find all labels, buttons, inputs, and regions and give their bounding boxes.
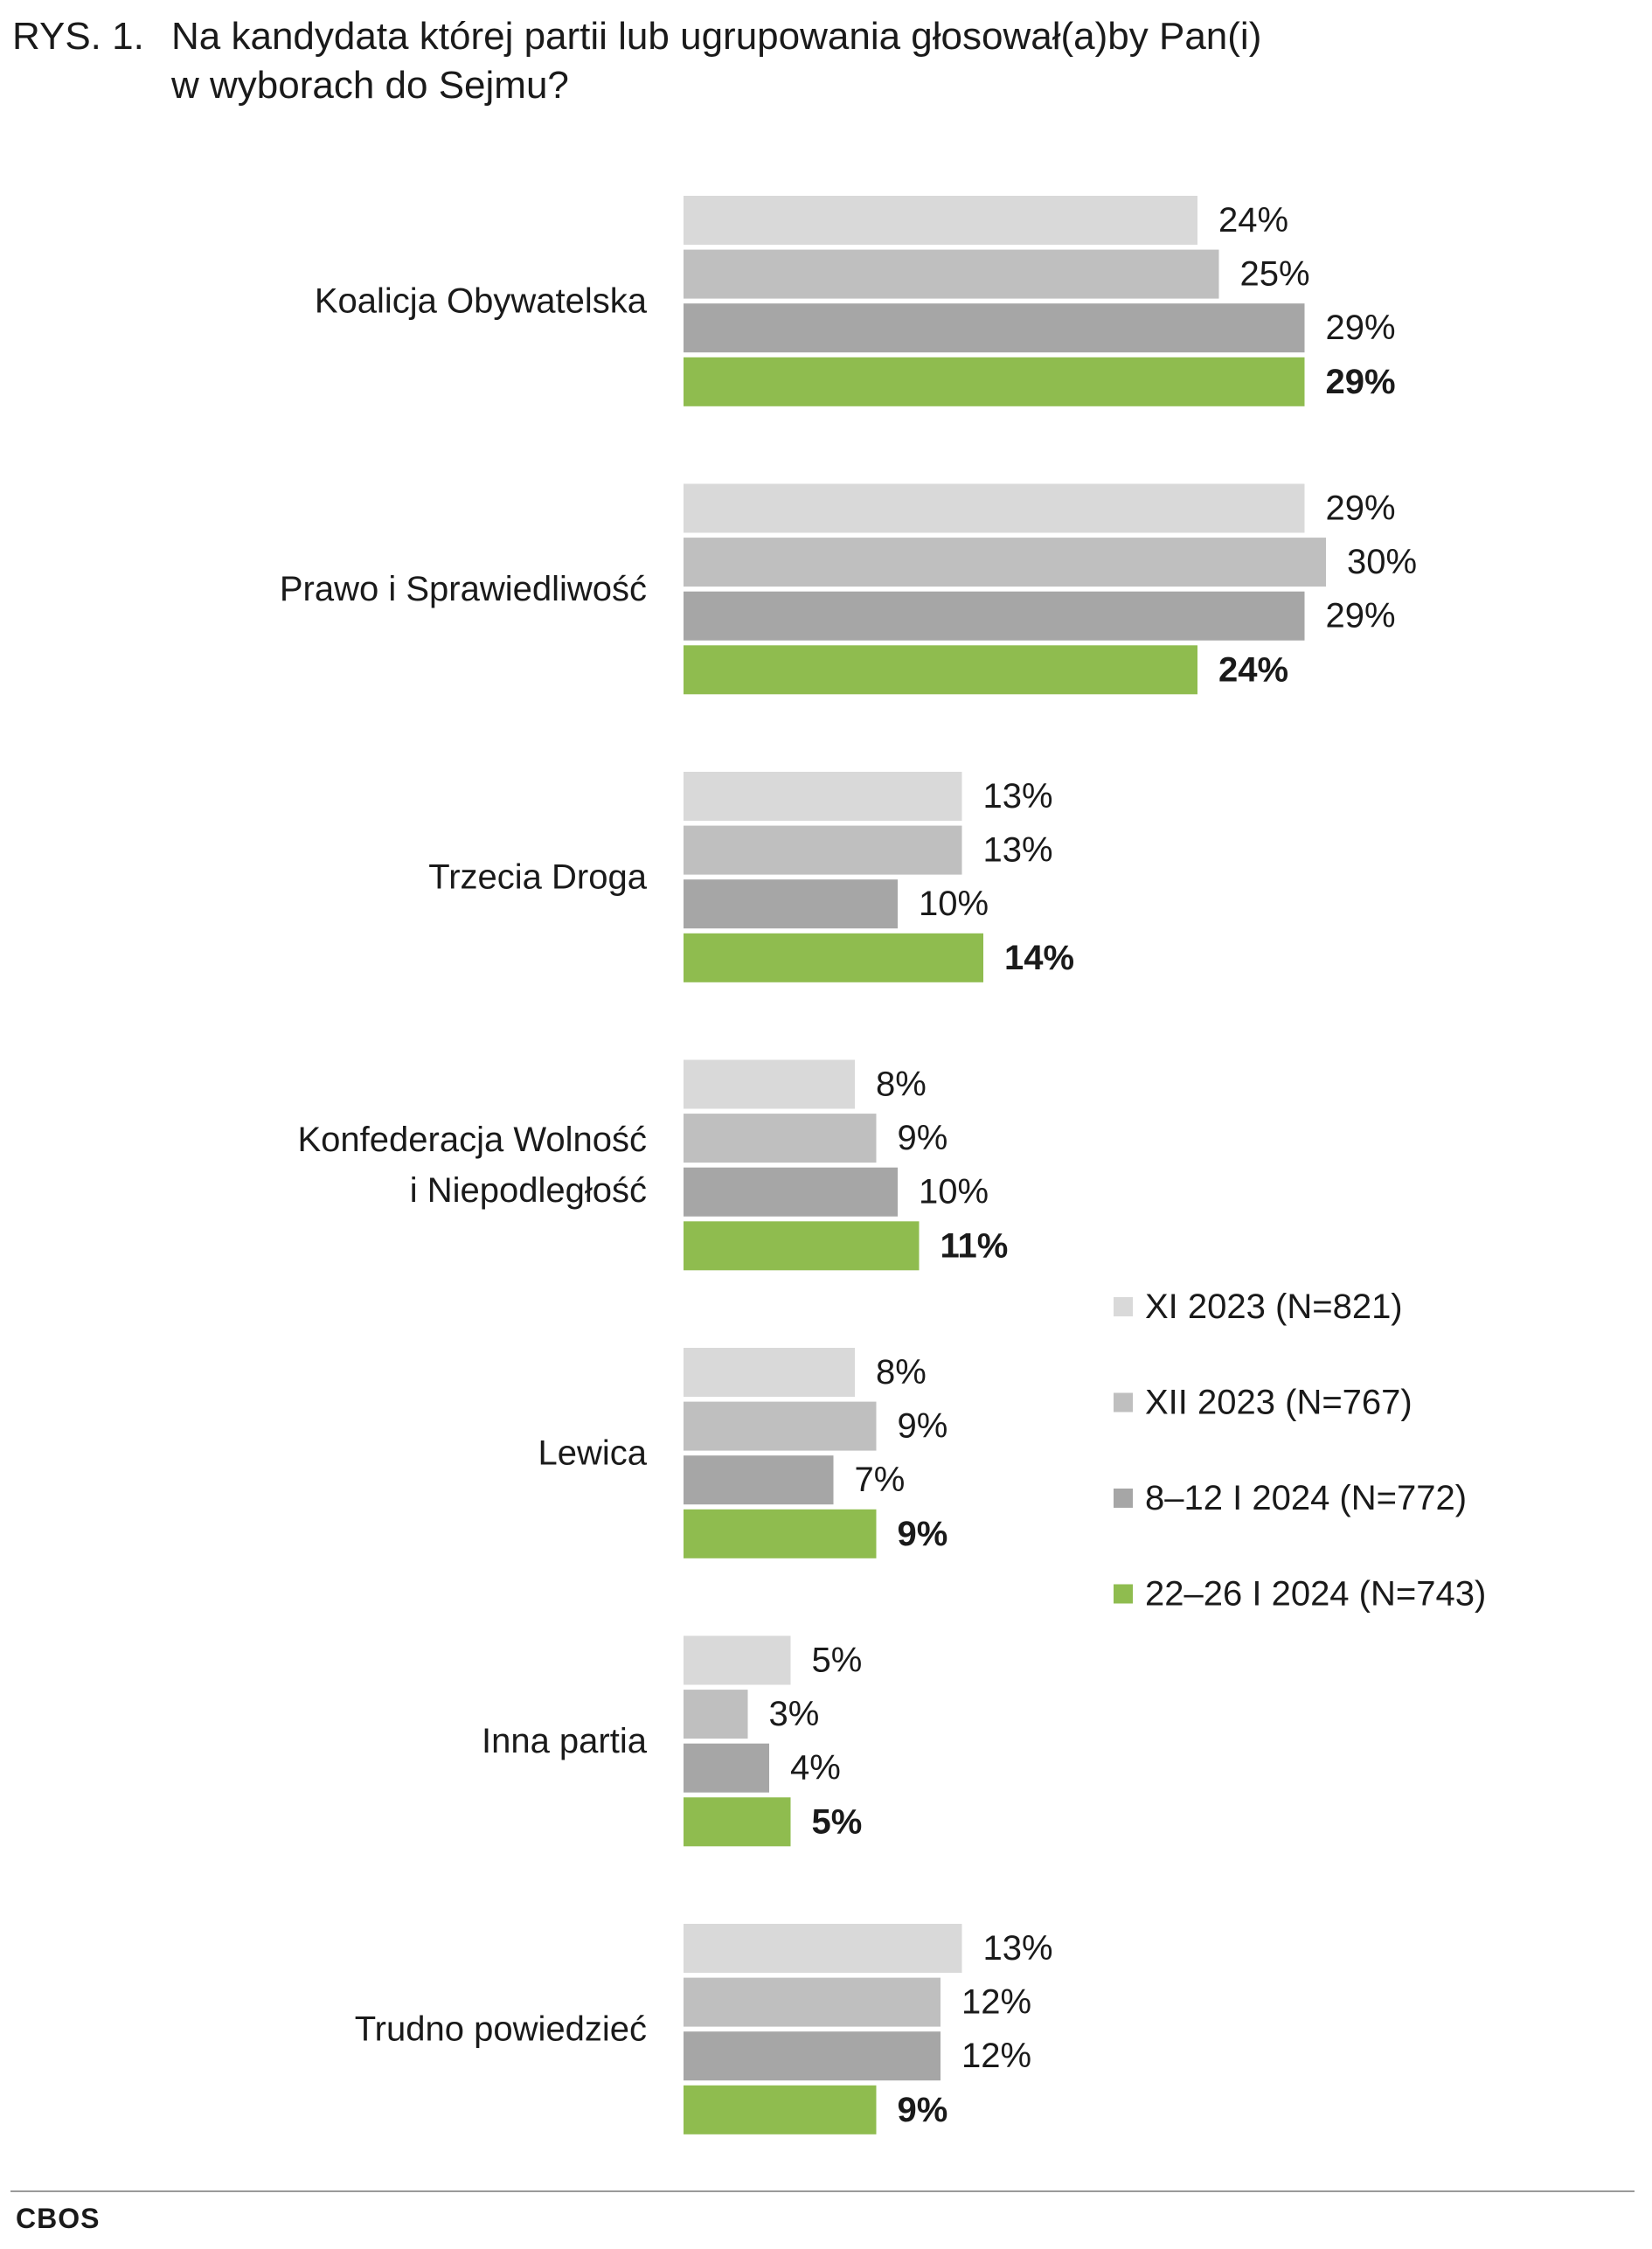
bar — [684, 249, 1219, 299]
data-label: 10% — [919, 1173, 989, 1211]
data-label: 8% — [876, 1353, 927, 1392]
data-label: 13% — [983, 831, 1053, 870]
data-label: 9% — [898, 1119, 948, 1157]
data-label: 30% — [1347, 543, 1417, 581]
bar — [684, 825, 962, 875]
bar — [684, 483, 1305, 533]
bar — [684, 357, 1305, 406]
bar — [684, 879, 898, 929]
legend-label: XII 2023 (N=767) — [1145, 1384, 1413, 1422]
data-label: 4% — [790, 1749, 841, 1787]
legend-label: XI 2023 (N=821) — [1145, 1288, 1403, 1326]
data-label: 9% — [898, 2091, 948, 2129]
category-label: Prawo i Sprawiedliwość — [280, 570, 647, 608]
data-label: 12% — [961, 2037, 1031, 2075]
bar — [684, 1167, 898, 1217]
data-label: 29% — [1326, 597, 1396, 635]
bar — [684, 1114, 877, 1163]
bar — [684, 2031, 941, 2081]
data-label: 9% — [898, 1515, 948, 1553]
data-label: 9% — [898, 1407, 948, 1446]
data-label: 13% — [983, 777, 1053, 816]
legend-swatch — [1114, 1584, 1133, 1604]
data-label: 10% — [919, 885, 989, 923]
bar — [684, 1690, 748, 1739]
category-label: Lewica — [538, 1433, 647, 1472]
bar — [684, 1059, 855, 1109]
data-label: 25% — [1240, 255, 1310, 294]
data-label: 24% — [1218, 201, 1288, 239]
data-label: 8% — [876, 1065, 927, 1104]
category-label: Trzecia Droga — [428, 857, 647, 896]
bar — [684, 1348, 855, 1397]
bar — [684, 1743, 769, 1793]
legend-swatch — [1114, 1297, 1133, 1316]
bar — [684, 2085, 877, 2134]
legend-swatch — [1114, 1489, 1133, 1508]
data-label: 12% — [961, 1983, 1031, 2022]
bar — [684, 591, 1305, 641]
data-label: 24% — [1218, 650, 1288, 689]
bar — [684, 772, 962, 821]
data-label: 7% — [855, 1461, 906, 1499]
data-label: 29% — [1326, 363, 1396, 401]
bar — [684, 933, 983, 982]
data-label: 29% — [1326, 309, 1396, 347]
bar — [684, 538, 1326, 587]
bar — [684, 1401, 877, 1451]
data-label: 11% — [941, 1226, 1009, 1265]
data-label: 5% — [812, 1642, 863, 1680]
category-label: Inna partia — [482, 1722, 648, 1760]
data-label: 5% — [812, 1802, 863, 1841]
bar — [684, 1797, 791, 1847]
category-label: Trudno powiedzieć — [355, 2010, 647, 2048]
bar — [684, 1635, 791, 1685]
bar — [684, 303, 1305, 353]
bar — [684, 1455, 834, 1505]
bar — [684, 1924, 962, 1973]
data-label: 3% — [769, 1695, 820, 1733]
bar — [684, 1509, 877, 1558]
bar — [684, 1221, 920, 1271]
category-label: Konfederacja Wolność i Niepodległość — [298, 1121, 648, 1210]
bar — [684, 645, 1197, 695]
bar — [684, 196, 1197, 245]
legend-label: 8–12 I 2024 (N=772) — [1145, 1479, 1467, 1517]
data-label: 13% — [983, 1929, 1053, 1968]
legend-swatch — [1114, 1392, 1133, 1413]
category-label: Koalicja Obywatelska — [315, 281, 648, 320]
chart-title: Na kandydata której partii lub ugrupowan… — [171, 15, 1262, 107]
bar — [684, 1977, 941, 2027]
data-label: 14% — [1004, 939, 1074, 977]
footer-divider — [10, 2190, 1635, 2192]
legend-label: 22–26 I 2024 (N=743) — [1145, 1575, 1486, 1614]
data-label: 29% — [1326, 489, 1396, 528]
source-label: CBOS — [16, 2203, 101, 2234]
figure-number: RYS. 1. — [12, 15, 144, 58]
